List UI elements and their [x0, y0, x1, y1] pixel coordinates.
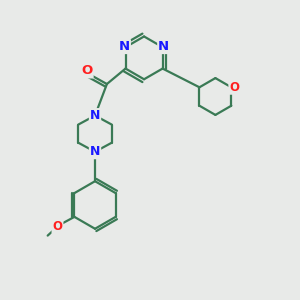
- Text: N: N: [90, 109, 100, 122]
- Text: O: O: [52, 220, 62, 233]
- Text: O: O: [81, 64, 93, 77]
- Text: N: N: [90, 145, 100, 158]
- Text: O: O: [229, 81, 239, 94]
- Text: N: N: [119, 40, 130, 53]
- Text: N: N: [158, 40, 169, 53]
